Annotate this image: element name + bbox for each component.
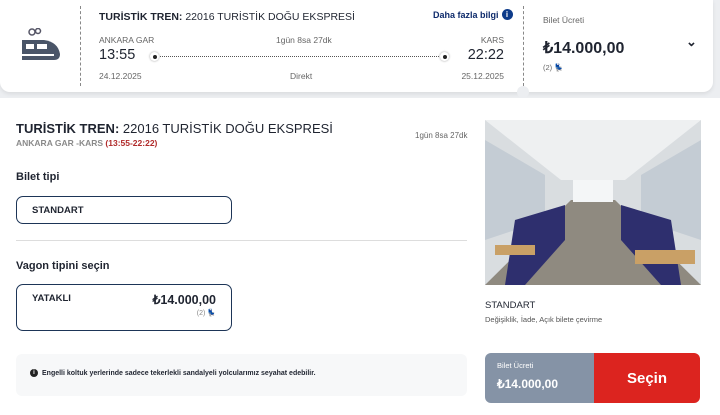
arrival-date: 25.12.2025 (461, 71, 504, 81)
select-button[interactable]: Seçin (594, 353, 700, 403)
detail-duration: 1gün 8sa 27dk (415, 131, 468, 140)
origin-dot (150, 52, 159, 61)
wagon-seats: (2) 💺 (197, 309, 216, 317)
fare-label: Bilet Ücreti (543, 15, 585, 25)
ticket-type-label: Bilet tipi (16, 171, 60, 183)
wagon-seat-count: (2) (196, 310, 206, 317)
fare-selection-panel: TURİSTİK TREN: 22016 TURİSTİK DOĞU EKSPR… (0, 98, 720, 415)
wagon-photo (485, 120, 701, 285)
ticket-type-value: STANDART (32, 205, 84, 216)
journey-summary-card[interactable]: TURİSTİK TREN: 22016 TURİSTİK DOĞU EKSPR… (0, 0, 713, 92)
fare-summary: Bilet Ücreti ₺14.000,00 (485, 353, 594, 403)
notice-text: Engelli koltuk yerlerinde sadece tekerle… (42, 369, 316, 377)
fare-amount: ₺14.000,00 (543, 40, 625, 57)
info-icon: i (501, 9, 513, 20)
divider (523, 6, 524, 86)
fare-label: Bilet Ücreti (497, 361, 534, 370)
wagon-name: YATAKLI (32, 293, 71, 304)
departure-time: 13:55 (99, 47, 136, 63)
fare-class-name: STANDART (485, 300, 536, 311)
more-info-label: Daha fazla bilgi (433, 9, 499, 20)
seat-icon: 💺 (207, 310, 216, 317)
train-name: 22016 TURİSTİK DOĞU EKSPRESİ (182, 11, 355, 23)
more-info-link[interactable]: Daha fazla bilgi i (433, 9, 513, 20)
route-line (155, 56, 445, 57)
destination-dot (440, 52, 449, 61)
departure-date: 24.12.2025 (99, 71, 142, 81)
route-time: (13:55-22:22) (105, 138, 158, 148)
wagon-type-label: Vagon tipini seçin (16, 260, 110, 272)
ticket-notch (517, 86, 529, 98)
duration: 1gün 8sa 27dk (276, 35, 332, 45)
arrival-station: KARS (480, 35, 504, 45)
fare-class-description: Değişiklik, İade, Açık bilete çevirme (485, 315, 603, 324)
fare-amount: ₺14.000,00 (497, 377, 559, 391)
divider (80, 6, 81, 86)
detail-title: TURİSTİK TREN: 22016 TURİSTİK DOĞU EKSPR… (16, 121, 333, 136)
journey-type: Direkt (290, 71, 313, 81)
departure-station: ANKARA GAR (99, 35, 155, 45)
wagon-option-yatakli[interactable]: YATAKLI ₺14.000,00 (2) 💺 (16, 284, 232, 331)
detail-train-name: 22016 TURİSTİK DOĞU EKSPRESİ (119, 121, 333, 136)
train-type: TURİSTİK TREN: (99, 11, 183, 23)
route-text: ANKARA GAR -KARS (16, 138, 106, 148)
arrival-time: 22:22 (467, 47, 504, 63)
chevron-down-icon[interactable]: ⌄ (686, 34, 697, 49)
wagon-price: ₺14.000,00 (152, 293, 216, 307)
ticket-type-option-standart[interactable]: STANDART (16, 196, 232, 224)
info-icon: i (30, 369, 38, 377)
train-icon (22, 28, 60, 60)
train-title: TURİSTİK TREN: 22016 TURİSTİK DOĞU EKSPR… (99, 11, 355, 23)
seat-count: (2) 💺 (543, 63, 564, 72)
route-summary: ANKARA GAR -KARS (13:55-22:22) (16, 138, 157, 148)
seat-icon: 💺 (554, 63, 564, 72)
fare-action-bar: Bilet Ücreti ₺14.000,00 Seçin (485, 353, 700, 403)
accessibility-notice: i Engelli koltuk yerlerinde sadece tekerl… (16, 354, 467, 396)
seat-count-text: (2) (543, 63, 553, 72)
divider (16, 240, 467, 241)
detail-train-type: TURİSTİK TREN: (16, 121, 120, 136)
